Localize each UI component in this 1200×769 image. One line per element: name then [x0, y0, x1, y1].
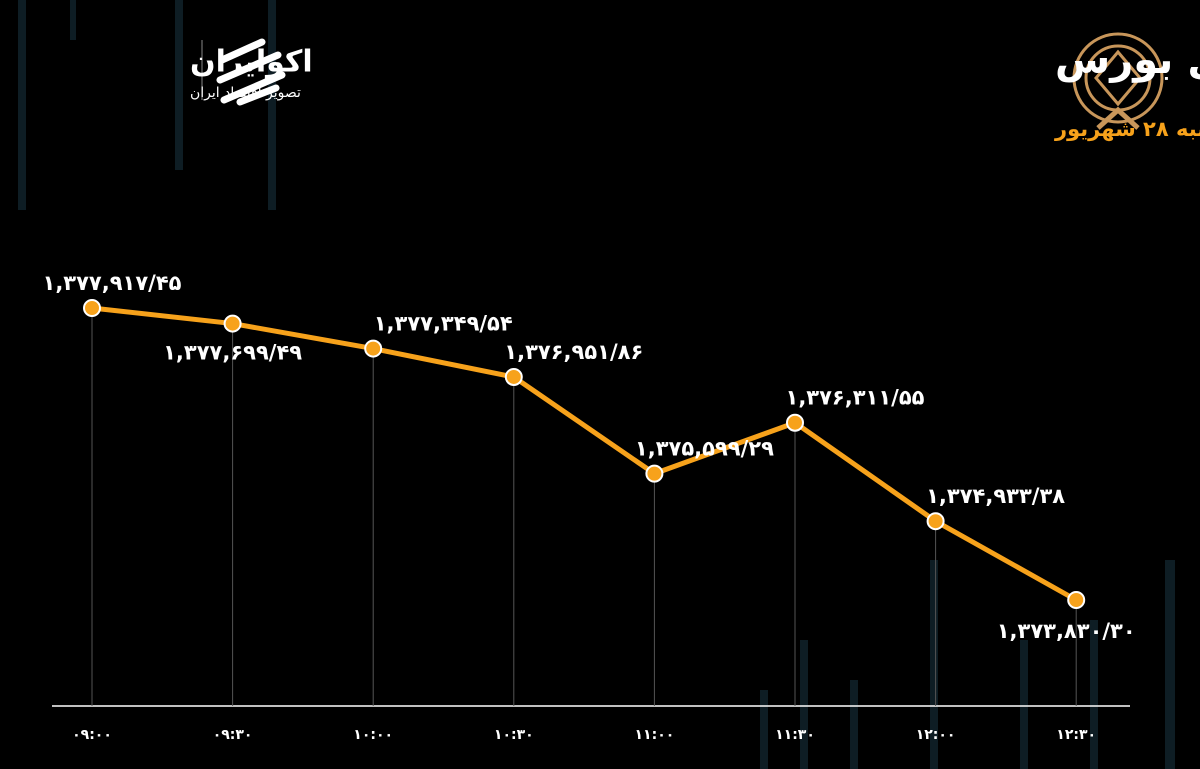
series-line — [91, 305, 1078, 603]
point — [645, 464, 664, 483]
value-label: ۱,۳۷۷,۹۱۷/۴۵ — [43, 271, 182, 295]
x-tick-label: ۱۲:۰۰ — [916, 727, 956, 743]
emblem — [1072, 32, 1164, 130]
x-tick-label: ۱۰:۳۰ — [494, 727, 534, 743]
value-label: ۱,۳۷۴,۹۳۳/۳۸ — [926, 484, 1065, 508]
x-tick-label: ۱۱:۳۰ — [775, 727, 815, 743]
logo-tagline: تصویر اقتصاد ایران — [190, 85, 301, 101]
background-bars — [18, 0, 1175, 769]
value-label: ۱,۳۷۷,۳۴۹/۵۴ — [374, 312, 513, 336]
x-tick-label: ۰۹:۳۰ — [213, 727, 253, 743]
value-label: ۱,۳۷۳,۸۳۰/۳۰ — [997, 619, 1136, 643]
value-label: ۱,۳۷۵,۵۹۹/۲۹ — [635, 437, 774, 461]
value-label: ۱,۳۷۶,۳۱۱/۵۵ — [786, 386, 925, 410]
point — [926, 512, 945, 531]
value-label: ۱,۳۷۶,۹۵۱/۸۶ — [504, 340, 643, 364]
value-label: ۱,۳۷۷,۶۹۹/۴۹ — [163, 341, 302, 365]
logo-mark — [216, 38, 286, 106]
point — [786, 413, 804, 432]
chart-subtitle: دوشنبه ۲۸ شهریور — [1054, 117, 1200, 141]
point — [504, 367, 523, 386]
x-tick-label: ۱۰:۰۰ — [353, 727, 393, 743]
logo-name: اکوایران — [190, 45, 313, 80]
point — [223, 314, 242, 333]
point — [1067, 591, 1086, 609]
x-tick-label: ۱۲:۳۰ — [1056, 727, 1096, 743]
chart-title: روند شاخص کل بورس — [1055, 37, 1200, 83]
x-tick-label: ۰۹:۰۰ — [72, 727, 112, 743]
point — [83, 299, 101, 317]
point — [364, 339, 383, 358]
x-tick-label: ۱۱:۰۰ — [635, 727, 675, 743]
